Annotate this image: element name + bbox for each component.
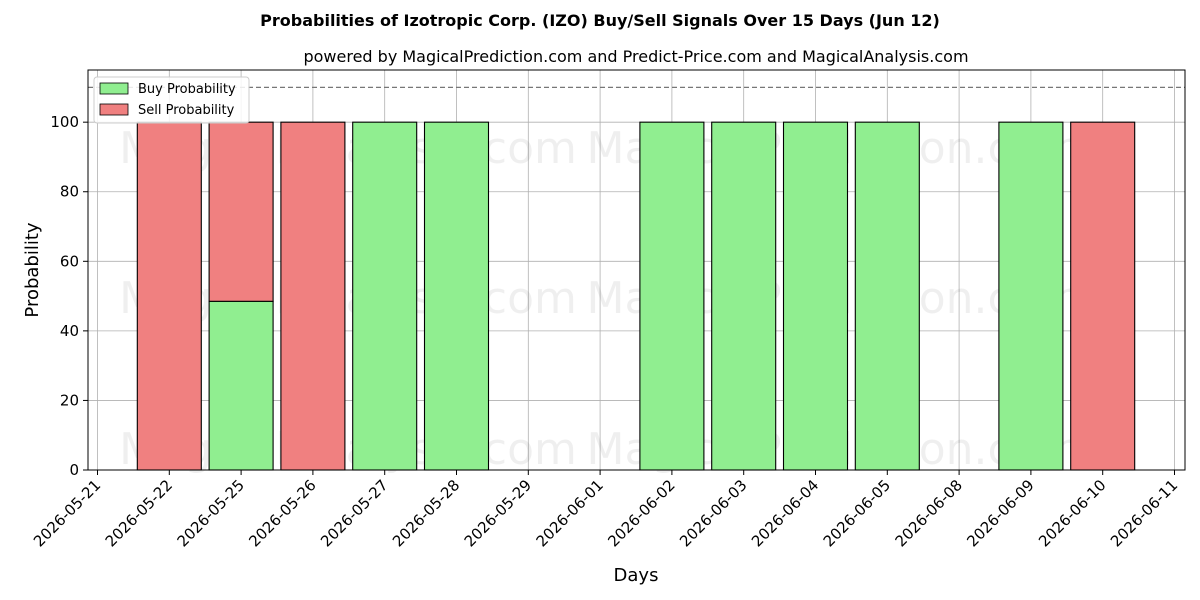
y-tick-label: 20: [60, 391, 79, 409]
bar-buy: [423, 121, 490, 471]
y-tick-label: 80: [60, 183, 79, 201]
bar-sell: [280, 121, 346, 471]
x-tick-label: 2026-06-10: [1035, 476, 1109, 550]
x-axis-ticks: 2026-05-212026-05-222026-05-252026-05-26…: [30, 470, 1181, 550]
x-tick-label: 2026-06-05: [820, 476, 894, 550]
x-tick-label: 2026-05-29: [461, 476, 535, 550]
x-tick-label: 2026-06-02: [604, 476, 678, 550]
x-tick-label: 2026-05-22: [102, 476, 176, 550]
legend-frame: [93, 76, 250, 124]
chart-title: Probabilities of Izotropic Corp. (IZO) B…: [260, 11, 940, 30]
plot-frame: [87, 69, 1186, 471]
x-tick-label: 2026-06-01: [533, 476, 607, 550]
bar-buy: [711, 121, 777, 471]
bar-buy: [854, 121, 920, 471]
bar-buy: [352, 121, 418, 471]
bar-buy: [639, 121, 705, 471]
x-tick-label: 2026-05-26: [245, 476, 319, 550]
x-axis-label: Days: [614, 565, 659, 586]
bars: [136, 121, 1136, 471]
bar-buy: [782, 121, 849, 471]
x-tick-label: 2026-06-04: [748, 476, 822, 550]
x-tick-label: 2026-05-28: [389, 476, 463, 550]
legend-swatch-sell: [99, 103, 129, 116]
legend: Buy Probability Sell Probability: [93, 76, 250, 124]
legend-label-buy: Buy Probability: [138, 82, 236, 97]
legend-swatch-buy: [99, 82, 129, 95]
y-tick-label: 0: [69, 461, 79, 479]
y-tick-label: 60: [60, 252, 79, 270]
y-axis-label: Probability: [22, 222, 43, 317]
x-tick-label: 2026-06-09: [963, 476, 1037, 550]
chart-subtitle: powered by MagicalPrediction.com and Pre…: [303, 47, 968, 66]
x-tick-label: 2026-06-08: [892, 476, 966, 550]
bar-buy: [208, 300, 274, 471]
x-tick-label: 2026-05-27: [317, 476, 391, 550]
y-axis-ticks: 0 20 40 60 80 100: [50, 113, 88, 479]
y-tick-label: 100: [50, 113, 79, 131]
x-tick-label: 2026-05-21: [30, 476, 104, 550]
bar-sell: [136, 121, 202, 471]
x-tick-label: 2026-05-25: [174, 476, 248, 550]
bar-buy: [998, 121, 1064, 471]
bar-sell: [1070, 121, 1136, 471]
x-tick-label: 2026-06-11: [1107, 476, 1181, 550]
y-tick-label: 40: [60, 322, 79, 340]
x-tick-label: 2026-06-03: [676, 476, 750, 550]
bar-sell: [208, 121, 274, 302]
legend-label-sell: Sell Probability: [138, 103, 235, 118]
